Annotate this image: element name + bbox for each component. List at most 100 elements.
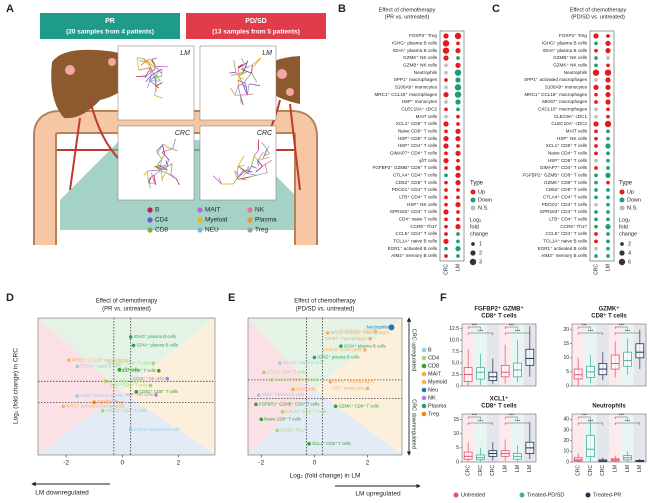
- dot: [594, 63, 598, 68]
- x-axis-label: Log₂ (fold change) in LM: [290, 473, 361, 480]
- dot: [443, 158, 449, 164]
- dot: [455, 172, 461, 178]
- point-label: CTLA4⁺ CD4⁺ T cells: [286, 409, 327, 414]
- dot: [444, 180, 448, 185]
- y-tick-label: 5.0: [452, 360, 459, 366]
- x-tick-label: 0: [120, 460, 124, 467]
- legend-label: CD8: [428, 363, 439, 369]
- tree-edge: [237, 178, 247, 181]
- group-header: [40, 13, 180, 39]
- dot: [454, 69, 462, 76]
- point: [151, 361, 155, 366]
- legend-title: Type: [470, 181, 484, 187]
- x-tick-label: LM: [502, 465, 508, 472]
- row-label: EGR1⁺ activated B cells: [538, 246, 588, 251]
- dot: [594, 92, 598, 97]
- point-label: GZMK⁺ CD8⁺ T cells: [339, 403, 379, 408]
- sig-bracket: [577, 416, 591, 419]
- panel-title: Effect of chemotherapy: [379, 7, 436, 13]
- legend-label: Up: [478, 189, 485, 195]
- dot: [604, 69, 612, 76]
- x-tick-label: CRC: [490, 465, 496, 476]
- tree-edge: [235, 72, 240, 78]
- point: [373, 329, 378, 333]
- tree-edge: [233, 178, 238, 185]
- point-label: FGFBP2⁺ GZMB⁺ CD8⁺ T cells: [259, 401, 319, 406]
- legend-swatch: [453, 492, 459, 498]
- thumbnail-label: CRC: [257, 130, 273, 137]
- point-label: MRC1⁺ CCL18⁺ macrophages: [72, 357, 131, 362]
- dot: [594, 144, 598, 148]
- legend-label: Treg: [255, 227, 269, 234]
- tree-edge: [151, 57, 157, 60]
- y-tick-label: 15: [453, 417, 459, 423]
- group-shade: [572, 414, 585, 462]
- tree-edge: [242, 83, 247, 89]
- point: [100, 408, 105, 413]
- dot: [454, 84, 462, 91]
- point-label: SPP1⁺ activated macrophages: [66, 404, 125, 409]
- point: [254, 402, 258, 407]
- row-label: CTLA4⁺ CD4⁺ T cells: [393, 173, 438, 178]
- row-label: CD52⁺ CD8⁺ T cells: [396, 180, 438, 185]
- sig-label: ***: [472, 413, 478, 418]
- axis-annotation: LM downregulated: [35, 490, 89, 497]
- dot: [454, 91, 462, 98]
- box: [573, 368, 583, 380]
- sig-bracket: [577, 332, 604, 335]
- dot: [606, 202, 610, 207]
- tree-edge: [237, 165, 247, 172]
- tree-edge: [230, 71, 244, 77]
- point-label: CTLA4⁺ CD4⁺ T cells: [106, 408, 147, 413]
- dot: [605, 92, 611, 98]
- quadrant-shade: [38, 391, 215, 455]
- tree-edge: [159, 162, 168, 171]
- dot: [594, 158, 598, 163]
- sig-bracket: [614, 326, 628, 329]
- row-label: MRC1⁺ CCL18⁺ macrophages: [374, 92, 437, 97]
- legend-swatch: [619, 205, 625, 211]
- plot-frame: [247, 317, 403, 456]
- sig-label: ***: [625, 419, 631, 424]
- point-label: IGHA⁺ plasma B cells: [137, 343, 179, 348]
- point: [131, 343, 136, 348]
- dot: [593, 84, 599, 90]
- dot: [455, 62, 461, 68]
- row-label: HSP⁺ monocytes: [402, 99, 438, 104]
- y-axis-label: Log₂ (fold change) in CRC: [13, 348, 20, 424]
- point: [262, 370, 266, 375]
- tree-edge: [262, 148, 268, 160]
- tree-edge: [240, 93, 254, 96]
- dot: [594, 254, 598, 258]
- tree-edge: [234, 85, 239, 96]
- tree-edge: [155, 74, 161, 82]
- tree-edge: [170, 163, 173, 175]
- legend-label: Treated-PD/SD: [527, 492, 564, 498]
- dot: [444, 195, 448, 200]
- box: [463, 451, 473, 460]
- tree-edge: [138, 67, 151, 71]
- dot: [594, 136, 598, 141]
- point-label: MRC1⁺ CCL18⁺ macrophages: [331, 330, 390, 335]
- legend-swatch: [470, 205, 476, 211]
- row-label: HSP⁺ CD8⁺ T cells: [398, 136, 438, 141]
- group-shade: [609, 414, 622, 462]
- point-label: EGR1⁺ activated B cells: [134, 427, 180, 432]
- sig-bracket: [504, 422, 531, 425]
- plot-frame: [571, 413, 647, 463]
- legend-label: 3: [479, 259, 482, 265]
- sig-label: ***: [478, 419, 484, 424]
- subpanel-title: Neutrophils: [592, 404, 626, 410]
- tree-edge: [251, 165, 257, 169]
- y-tick-label: 7.5: [452, 349, 459, 355]
- row-label: CCL5⁺ CD4⁺ T cells: [396, 231, 438, 236]
- dot: [606, 151, 610, 156]
- dot: [443, 238, 449, 244]
- dot: [456, 254, 460, 258]
- row-label: GZMB⁺ NK cells: [553, 55, 588, 60]
- dot: [444, 224, 448, 229]
- dot: [456, 188, 460, 192]
- dot: [604, 120, 612, 128]
- point-label: HSP⁺ monocytes: [331, 386, 364, 391]
